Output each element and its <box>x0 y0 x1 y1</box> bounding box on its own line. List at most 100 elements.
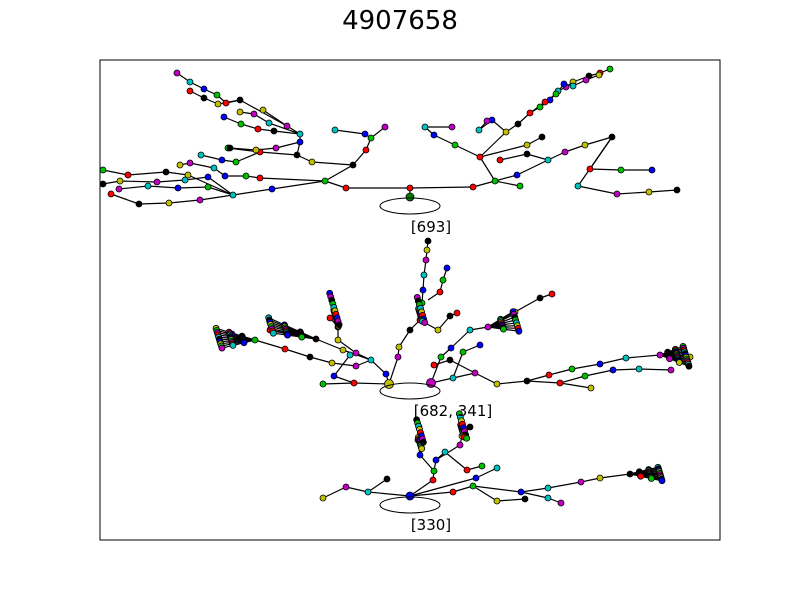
tree-node <box>222 99 230 107</box>
tree-node <box>218 156 226 164</box>
tree-node <box>381 123 389 131</box>
tree-node <box>259 106 267 114</box>
tree-node <box>469 183 477 191</box>
tree-edge <box>322 486 347 499</box>
tree-node <box>256 174 264 182</box>
tree-node <box>265 119 273 127</box>
tree-node <box>284 331 291 339</box>
tree-edge <box>102 169 129 176</box>
tree-edge <box>200 154 223 161</box>
tree-node <box>596 474 604 482</box>
tree-node <box>367 356 375 364</box>
tree-node <box>395 343 403 351</box>
tree-node <box>448 123 456 131</box>
tree-node <box>536 103 544 111</box>
tree-edge <box>612 368 640 371</box>
tree-node <box>100 166 107 174</box>
tree-node <box>544 156 552 164</box>
tree-root-ring <box>379 496 441 514</box>
tree-node <box>521 495 529 503</box>
tree-edge <box>259 177 326 182</box>
tree-node <box>493 380 501 388</box>
tree-node <box>449 488 457 496</box>
tree-node <box>515 327 523 335</box>
tree-node <box>352 349 360 357</box>
tree-node <box>349 161 357 169</box>
tree-node <box>210 164 218 172</box>
tree-edge <box>324 180 347 189</box>
tree-node <box>581 141 589 149</box>
tree-node <box>330 372 338 380</box>
tree-node <box>197 151 205 159</box>
tree-node <box>237 120 245 128</box>
tree-node <box>637 472 645 480</box>
tree-edge <box>409 491 454 497</box>
tree-node <box>250 110 258 118</box>
tree-node <box>364 488 372 496</box>
tree-edge <box>315 338 344 351</box>
tree-edge <box>309 356 333 364</box>
tree-edge <box>577 185 618 195</box>
tree-node <box>466 423 474 431</box>
tree-edge <box>168 199 201 204</box>
tree-node <box>421 123 429 131</box>
tree-node <box>319 380 327 388</box>
tree-node <box>513 171 521 179</box>
tree-node <box>453 309 461 317</box>
tree-node <box>296 130 304 138</box>
tree-edge <box>165 171 189 176</box>
tree-node <box>252 146 260 154</box>
tree-node <box>595 71 603 79</box>
tree-node <box>675 359 683 366</box>
tree-edge <box>232 188 273 196</box>
tree-edge <box>268 122 301 135</box>
tree-node <box>236 108 244 116</box>
tree-node <box>471 369 479 377</box>
tree-node <box>560 80 568 88</box>
tree-node <box>176 161 184 169</box>
tree-edge <box>433 134 456 146</box>
tree-edge <box>584 136 613 146</box>
tree-node <box>556 379 564 387</box>
tree-node <box>226 144 234 152</box>
tree-node <box>221 172 229 180</box>
tree-node <box>342 483 350 491</box>
tree-edge <box>526 380 561 384</box>
tree-edge <box>409 477 477 497</box>
tree-node <box>447 344 455 352</box>
tree-edge <box>559 382 592 389</box>
tree-edge <box>199 194 234 201</box>
tree-node <box>456 441 464 449</box>
tree-node <box>446 312 454 320</box>
tree-node <box>667 366 675 374</box>
tree-node <box>162 168 170 176</box>
tree-node <box>523 150 531 158</box>
tree-node <box>423 246 431 254</box>
tree-edge <box>177 186 209 189</box>
tree-node <box>516 182 524 190</box>
tree-edge <box>254 339 286 350</box>
tree-node <box>144 182 152 190</box>
tree-node <box>196 196 204 204</box>
tree-node <box>613 190 621 198</box>
tree-node <box>240 339 248 347</box>
tree-node <box>635 365 643 373</box>
tree-edge <box>548 368 573 376</box>
tree-node <box>232 158 240 166</box>
tree-node <box>422 256 430 264</box>
tree-node <box>541 98 549 106</box>
tree-node <box>181 176 189 184</box>
tree-edge <box>235 151 261 163</box>
tree-node <box>443 264 451 272</box>
tree-node <box>229 341 237 349</box>
tree-edge <box>284 348 311 358</box>
tree-node <box>574 182 582 190</box>
tree-edge <box>496 498 526 502</box>
tree-edge <box>110 193 140 205</box>
tree-edge <box>444 451 468 471</box>
tree-node <box>500 325 507 333</box>
tree-node <box>424 237 432 245</box>
tree-node <box>472 474 480 482</box>
tree-edge <box>259 151 298 156</box>
